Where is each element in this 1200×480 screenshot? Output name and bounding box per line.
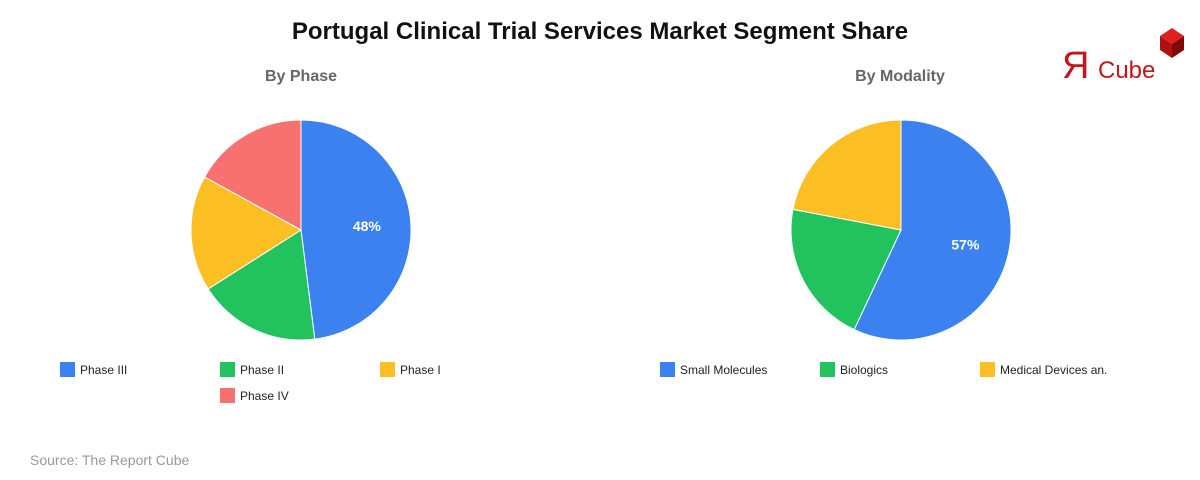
rcube-logo: Я Cube bbox=[1060, 28, 1185, 87]
pie-slice-medical-devices-an-[interactable] bbox=[792, 119, 902, 231]
legend-item-small-molecules[interactable]: Small Molecules bbox=[660, 362, 767, 377]
swatch-icon bbox=[220, 388, 235, 403]
pie-slice-phase-iv[interactable] bbox=[203, 119, 302, 231]
legend-item-medical-devices[interactable]: Medical Devices an. bbox=[980, 362, 1107, 377]
pie-chart-modality: 57% bbox=[790, 119, 1012, 341]
slice-percent-label: 48% bbox=[353, 218, 382, 234]
pie-slice-phase-ii[interactable] bbox=[207, 229, 316, 341]
legend-item-phase-iv[interactable]: Phase IV bbox=[220, 388, 289, 403]
legend-item-biologics[interactable]: Biologics bbox=[820, 362, 888, 377]
pie-slice-phase-i[interactable] bbox=[190, 176, 302, 290]
pie-slice-small-molecules[interactable] bbox=[853, 119, 1012, 341]
svg-text:Я: Я bbox=[1062, 45, 1089, 83]
swatch-icon bbox=[380, 362, 395, 377]
swatch-icon bbox=[980, 362, 995, 377]
swatch-icon bbox=[60, 362, 75, 377]
legend-item-phase-iii[interactable]: Phase III bbox=[60, 362, 127, 377]
swatch-icon bbox=[820, 362, 835, 377]
pie-title-modality: By Modality bbox=[855, 68, 945, 85]
swatch-icon bbox=[220, 362, 235, 377]
chart-title: Portugal Clinical Trial Services Market … bbox=[291, 18, 909, 45]
legend-item-phase-ii[interactable]: Phase II bbox=[220, 362, 284, 377]
pie-slice-biologics[interactable] bbox=[790, 208, 902, 331]
svg-text:Cube: Cube bbox=[1098, 57, 1155, 83]
source-note: Source: The Report Cube bbox=[30, 452, 190, 468]
swatch-icon bbox=[660, 362, 675, 377]
legend-item-phase-i[interactable]: Phase I bbox=[380, 362, 441, 377]
pie-slice-phase-iii[interactable] bbox=[300, 119, 412, 340]
pie-title-phase: By Phase bbox=[264, 68, 338, 85]
pie-chart-phase: 48% bbox=[190, 119, 412, 341]
slice-percent-label: 57% bbox=[951, 236, 980, 252]
